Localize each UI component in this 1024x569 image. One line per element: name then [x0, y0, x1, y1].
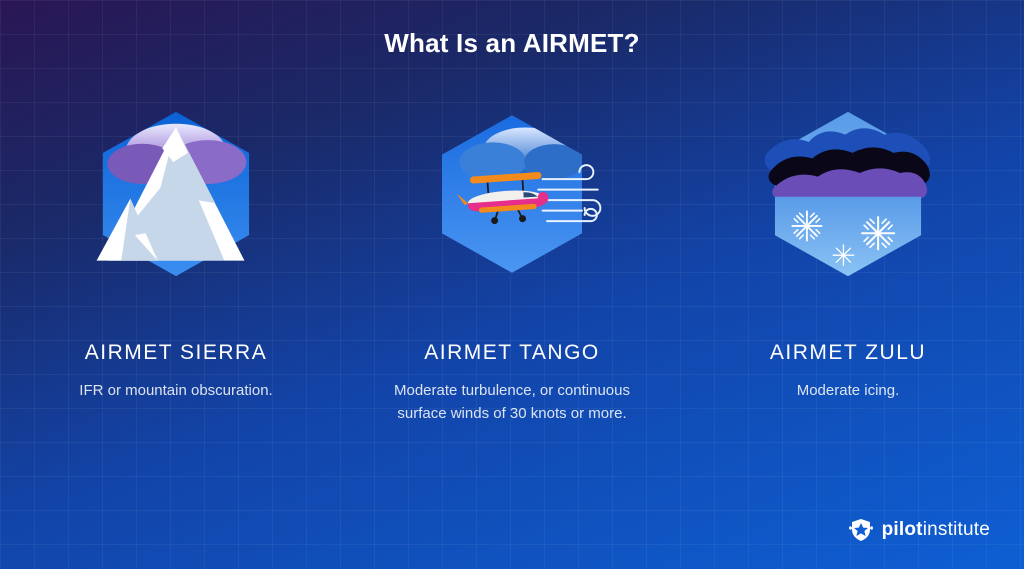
brand-logo: pilotinstitute [848, 517, 990, 543]
brand-thin: institute [923, 519, 990, 540]
card-tango: AIRMET TANGO Moderate turbulence, or con… [372, 89, 652, 426]
tango-title: AIRMET TANGO [424, 341, 600, 365]
sierra-title: AIRMET SIERRA [85, 341, 267, 365]
page-title: What Is an AIRMET? [384, 28, 639, 59]
shield-wings-icon [848, 517, 874, 543]
zulu-illustration [743, 89, 953, 299]
tango-description: Moderate turbulence, or continuous surfa… [382, 379, 642, 426]
tango-illustration [407, 89, 617, 299]
sierra-illustration [71, 89, 281, 299]
content-container: What Is an AIRMET? [0, 0, 1024, 569]
mountain-clouds-icon [71, 89, 281, 299]
zulu-title: AIRMET ZULU [770, 341, 926, 365]
airplane-wind-icon [407, 89, 617, 299]
card-sierra: AIRMET SIERRA IFR or mountain obscuratio… [36, 89, 316, 426]
card-zulu: AIRMET ZULU Moderate icing. [708, 89, 988, 426]
sierra-description: IFR or mountain obscuration. [79, 379, 272, 402]
brand-bold: pilot [882, 519, 923, 540]
ice-clouds-icon [743, 89, 953, 299]
zulu-description: Moderate icing. [797, 379, 900, 402]
cards-row: AIRMET SIERRA IFR or mountain obscuratio… [0, 89, 1024, 426]
brand-text: pilotinstitute [882, 519, 990, 541]
